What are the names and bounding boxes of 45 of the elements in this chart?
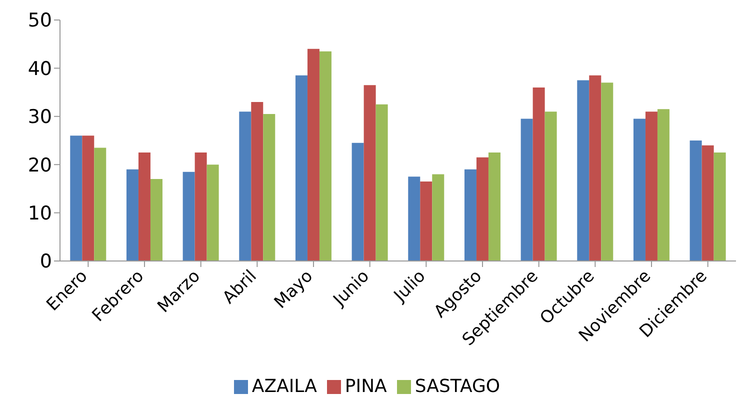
bar	[376, 104, 388, 261]
y-tick-label: 0	[40, 250, 52, 273]
legend-label: AZAILA	[252, 376, 317, 397]
bar	[657, 109, 670, 261]
bar	[532, 87, 545, 261]
bar	[239, 112, 252, 261]
bar	[633, 118, 646, 261]
bar	[520, 118, 533, 261]
bar	[352, 142, 364, 261]
bar	[702, 145, 714, 261]
bar	[307, 48, 320, 261]
y-tick-label: 30	[28, 106, 52, 128]
legend-label: PINA	[344, 376, 387, 397]
bar	[589, 75, 602, 261]
bar	[138, 152, 150, 261]
bar	[319, 51, 332, 261]
bar	[420, 181, 432, 261]
bar	[364, 85, 376, 261]
bar	[94, 148, 106, 261]
bar	[464, 169, 476, 261]
bar	[150, 179, 162, 261]
bar	[408, 176, 420, 261]
legend-label: SASTAGO	[414, 376, 500, 397]
bar	[82, 136, 94, 261]
bar	[251, 102, 264, 261]
y-tick-label: 10	[28, 202, 52, 225]
bar	[645, 112, 658, 261]
bar	[690, 140, 702, 261]
bar	[182, 172, 195, 261]
bar	[206, 164, 219, 261]
y-tick-label: 20	[28, 154, 52, 176]
bar	[488, 152, 500, 261]
bar	[295, 75, 308, 261]
bar	[432, 174, 444, 261]
bar	[544, 112, 557, 261]
bar	[577, 80, 590, 261]
bar	[601, 82, 614, 261]
bar	[714, 152, 726, 261]
y-tick-label: 50	[28, 10, 52, 32]
bar	[476, 157, 488, 261]
y-tick-label: 40	[28, 58, 52, 80]
bar	[70, 136, 82, 261]
bar	[126, 169, 138, 261]
bar	[194, 152, 207, 261]
bar	[263, 114, 276, 261]
